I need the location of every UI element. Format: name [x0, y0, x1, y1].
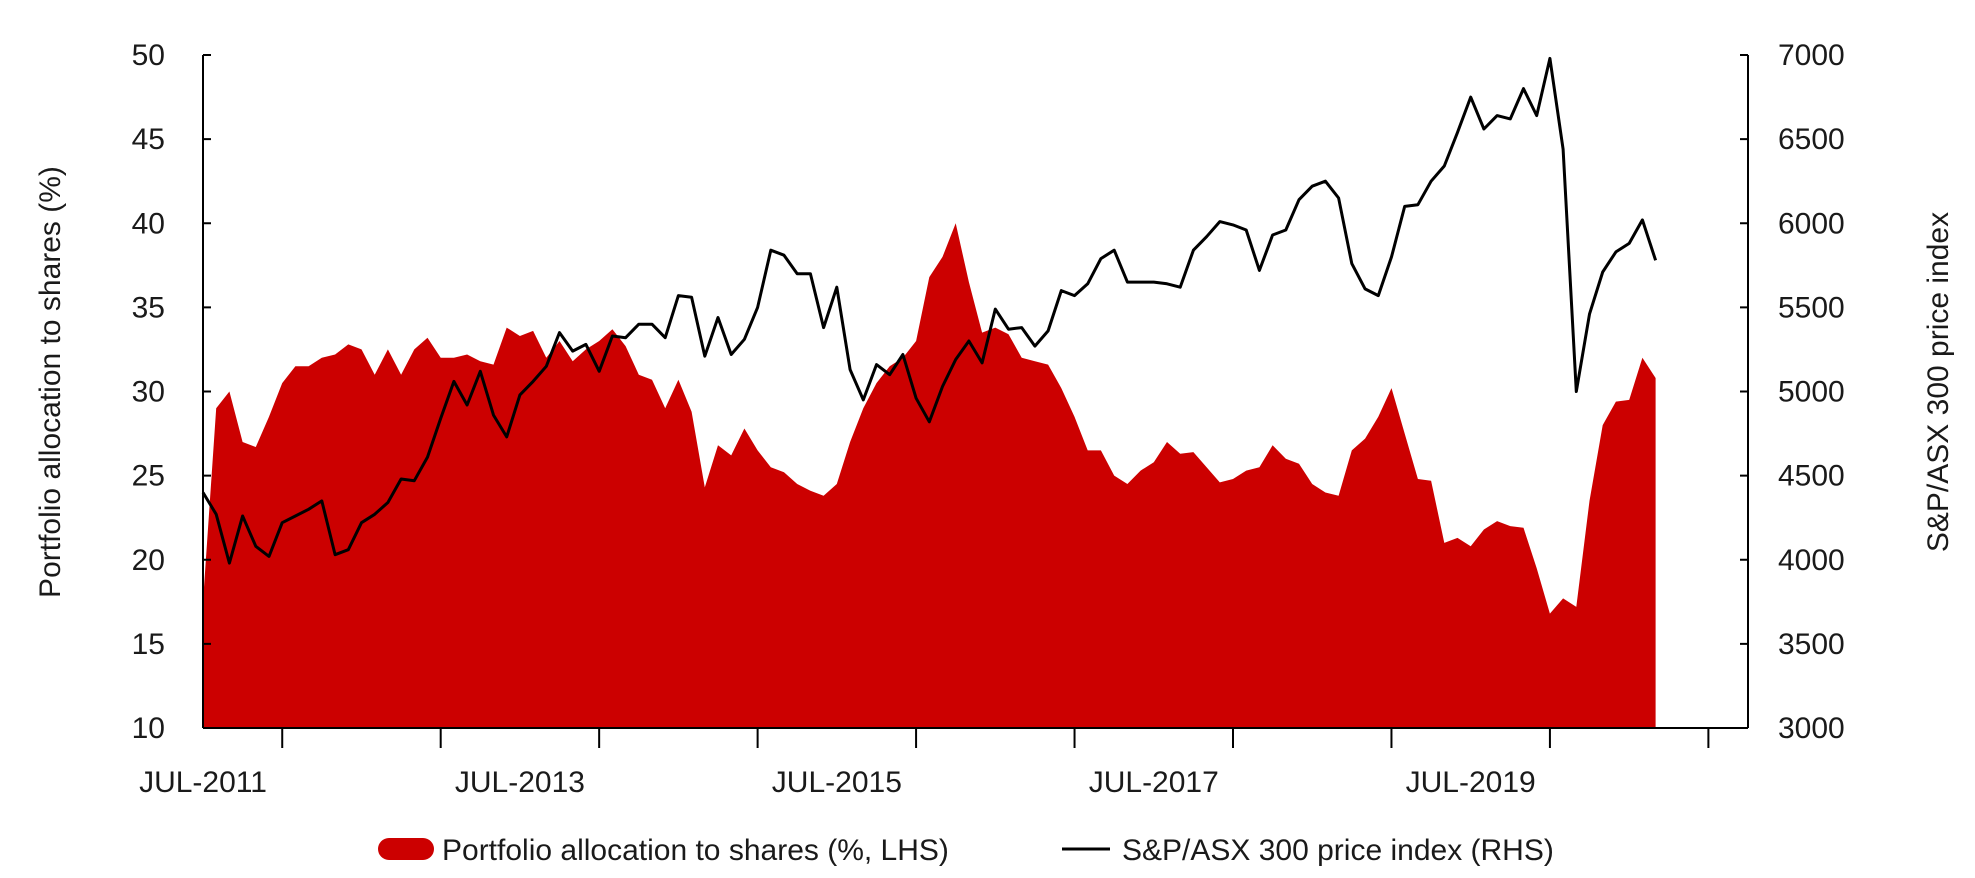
allocation-area — [203, 223, 1656, 729]
right-tick-label: 6000 — [1778, 207, 1845, 240]
left-tick-label: 35 — [132, 291, 165, 324]
left-tick-label: 50 — [132, 39, 165, 72]
left-tick-label: 30 — [132, 376, 165, 409]
right-tick-label: 7000 — [1778, 39, 1845, 72]
left-tick-label: 20 — [132, 544, 165, 577]
legend: Portfolio allocation to shares (%, LHS) … — [378, 834, 1554, 867]
allocation-area-layer — [203, 223, 1656, 729]
legend-label-index: S&P/ASX 300 price index (RHS) — [1122, 834, 1554, 867]
x-tick-label: JUL-2015 — [772, 766, 902, 799]
left-tick-label: 25 — [132, 460, 165, 493]
right-axis-title: S&P/ASX 300 price index — [1922, 212, 1955, 552]
legend-swatch-allocation — [378, 838, 434, 860]
right-tick-label: 6500 — [1778, 123, 1845, 156]
left-axis-title: Portfolio allocation to shares (%) — [34, 166, 67, 598]
left-tick-label: 10 — [132, 712, 165, 745]
x-tick-label: JUL-2013 — [455, 766, 585, 799]
right-tick-label: 3000 — [1778, 712, 1845, 745]
index-line — [201, 56, 1658, 565]
legend-label-allocation: Portfolio allocation to shares (%, LHS) — [442, 834, 949, 867]
right-tick-label: 4500 — [1778, 460, 1845, 493]
right-tick-label: 5000 — [1778, 376, 1845, 409]
left-tick-label: 15 — [132, 628, 165, 661]
x-tick-label: JUL-2019 — [1406, 766, 1536, 799]
left-tick-label: 45 — [132, 123, 165, 156]
right-tick-label: 3500 — [1778, 628, 1845, 661]
right-tick-label: 5500 — [1778, 291, 1845, 324]
index-line-layer — [201, 56, 1658, 565]
right-tick-label: 4000 — [1778, 544, 1845, 577]
x-tick-label: JUL-2011 — [139, 766, 267, 799]
tick-labels-layer: 10 15 20 25 30 35 40 45 50 3000 3500 4000 4500 5000 55… — [132, 39, 1845, 799]
x-tick-label: JUL-2017 — [1089, 766, 1219, 799]
axes-layer — [202, 54, 1749, 748]
left-tick-label: 40 — [132, 207, 165, 240]
